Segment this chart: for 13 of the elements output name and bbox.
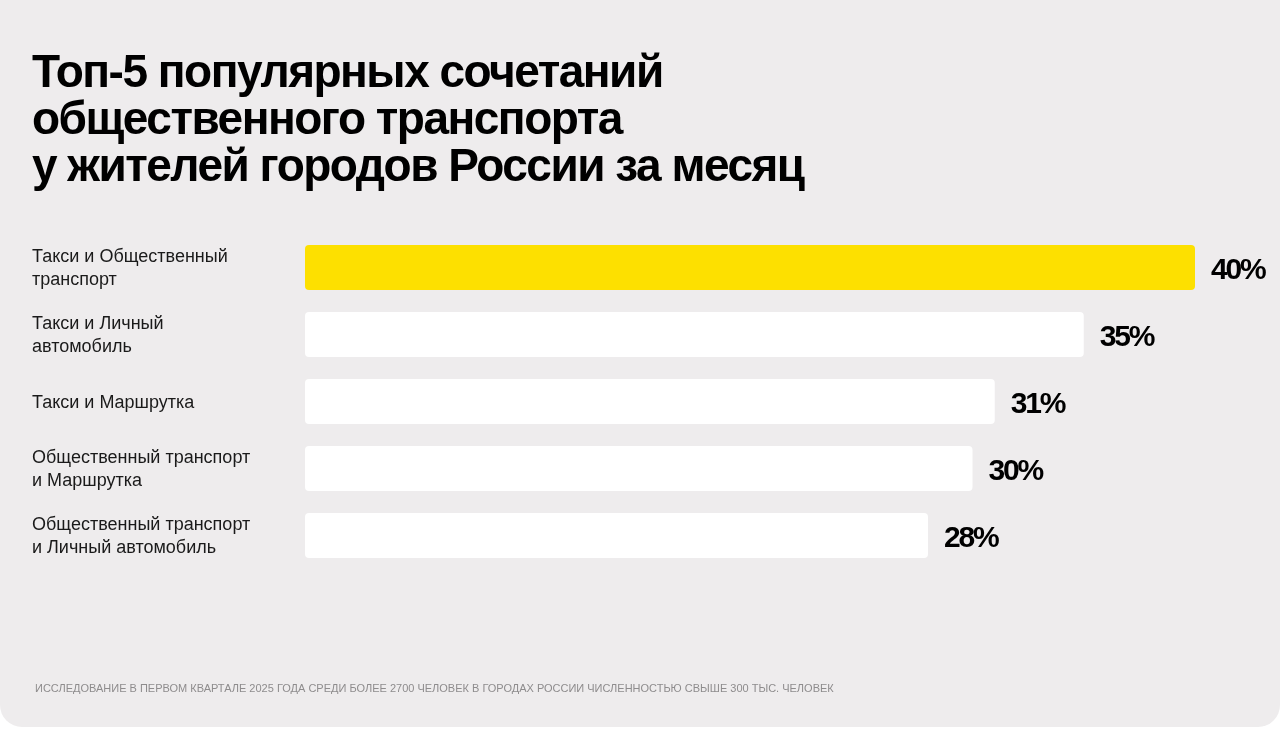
y-tick-label: Такси и Общественный транспорт (32, 246, 228, 289)
data-label: 30% (988, 453, 1044, 486)
bar (305, 244, 1195, 291)
y-tick-label: Такси и Маршрутка (32, 391, 196, 412)
data-label: 35% (1099, 319, 1155, 352)
text: ИССЛЕДОВАНИЕ В ПЕРВОМ КВАРТАЛЕ 2025 ГОДА СРЕДИ БОЛЕЕ 2700 ЧЕЛОВЕК В ГОРОДАХ РОССИИ ЧИСЛЕННОСТЬЮ СВЫШЕ 300 ТЫС. ЧЕЛОВЕК (35, 682, 835, 694)
data-label: 31% (1010, 386, 1066, 419)
data-label: 40% (1211, 252, 1266, 285)
y-tick-label: Такси и Личный автомобиль (32, 313, 164, 356)
chart-title: Топ-5 популярных сочетаний общественного транспорта у жителей городов России за месяц (32, 45, 805, 191)
y-tick-label: Общественный транспорт и Личный автомобиль (32, 514, 251, 557)
data-label: 28% (944, 520, 999, 553)
y-tick-label: Общественный транспорт и Маршрутка (32, 447, 251, 490)
